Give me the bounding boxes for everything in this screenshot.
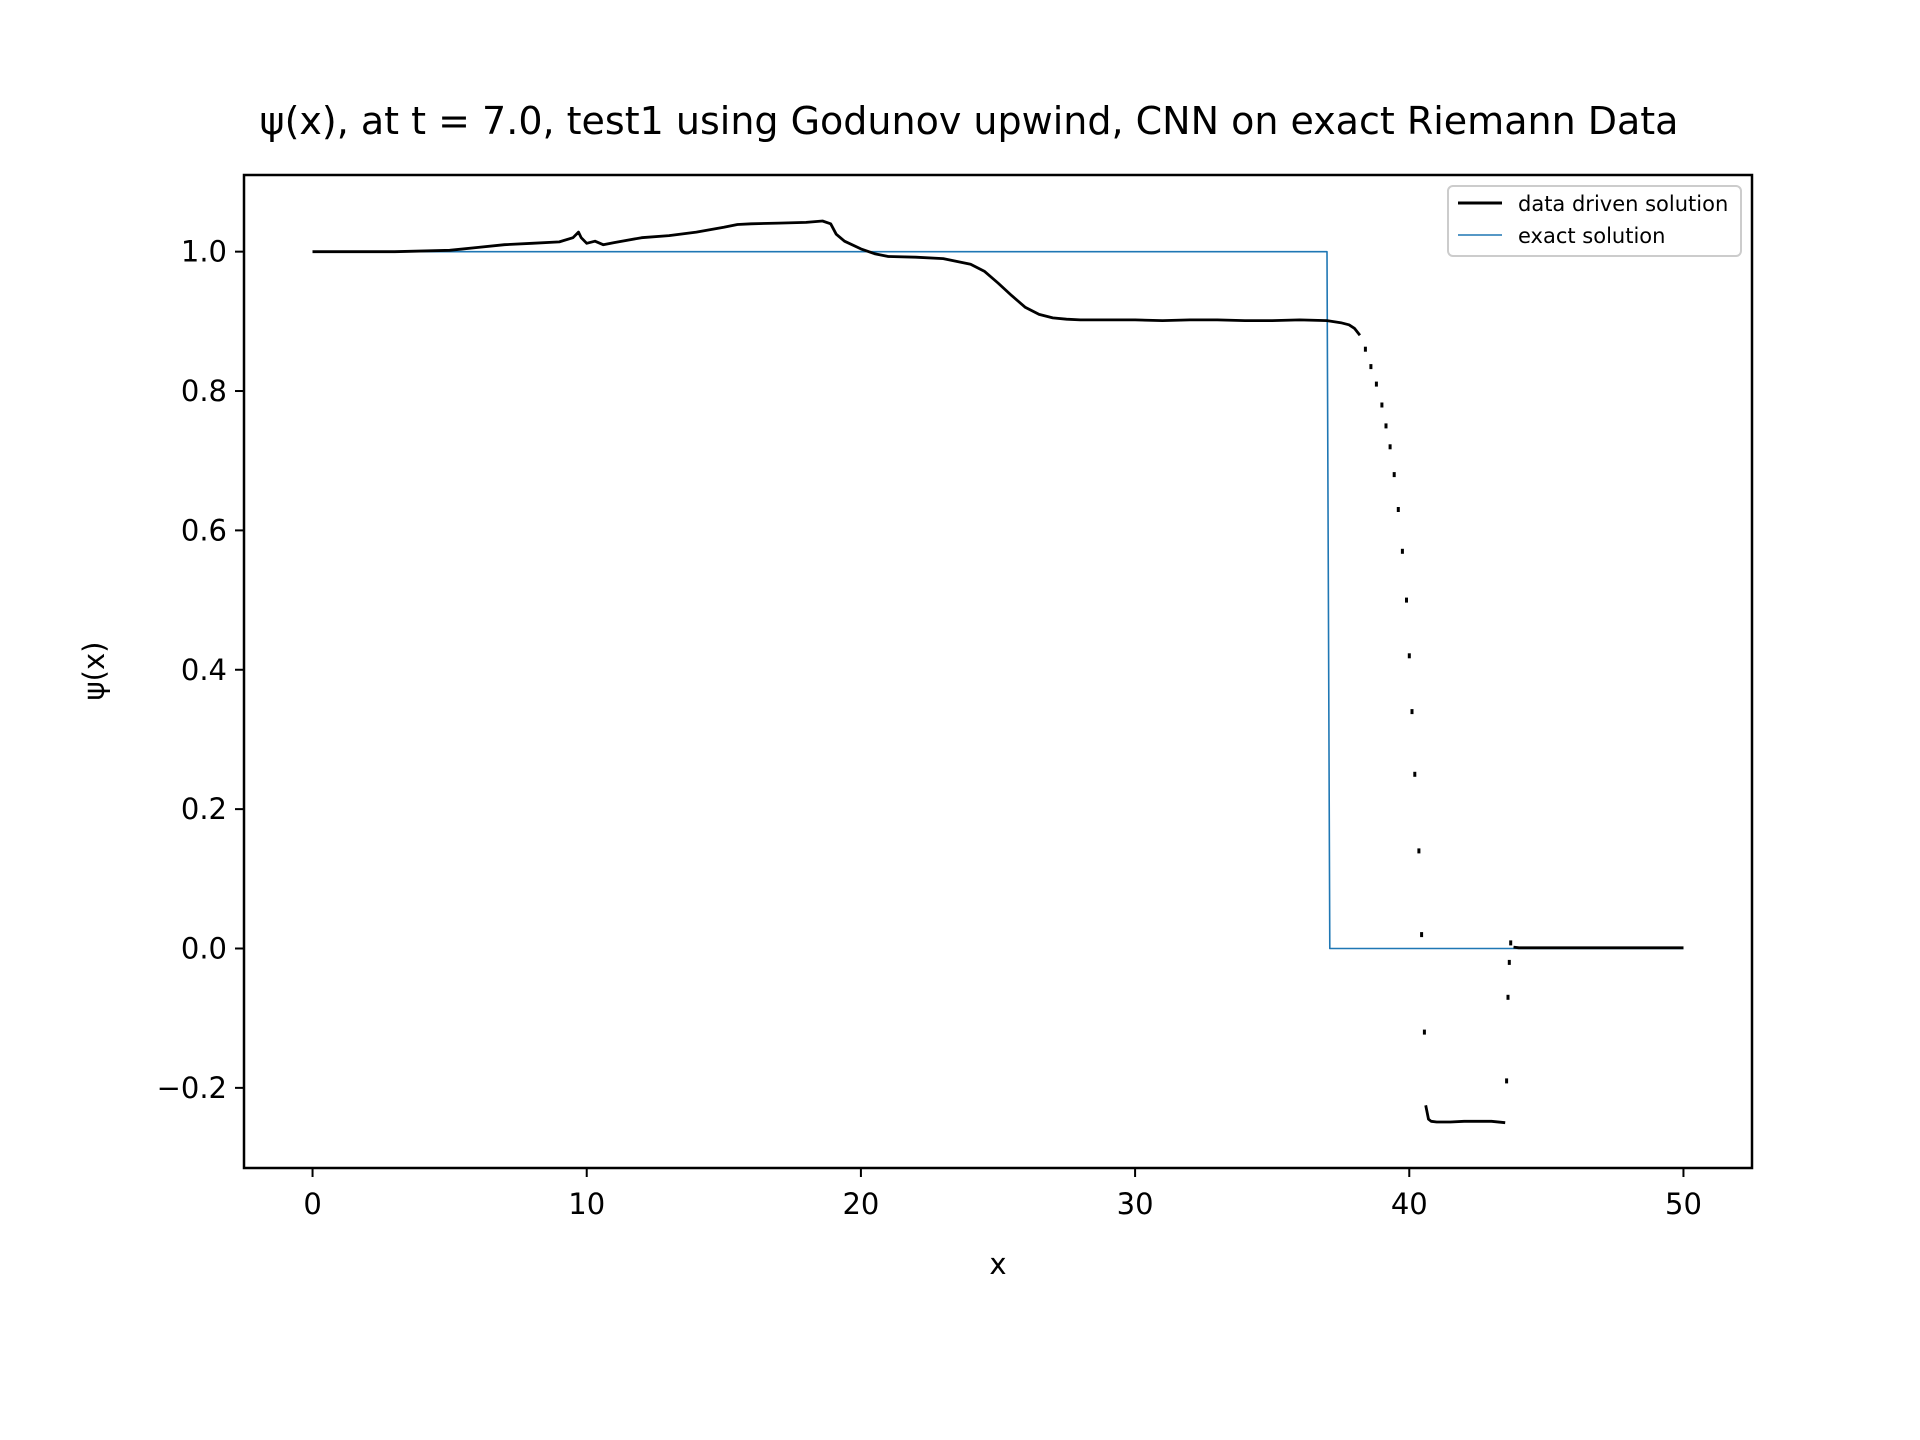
series-1-point [1422, 1029, 1426, 1035]
y-tick-label: 0.2 [181, 792, 227, 826]
series-3-point [1507, 959, 1511, 965]
x-tick-label: 40 [1391, 1187, 1428, 1221]
series-0 [312, 219, 1362, 337]
y-axis-ticks: −0.2 0.0 0.2 0.4 0.6 0.8 1.0 [157, 235, 244, 1105]
series-3-point [1506, 994, 1510, 1000]
series-1-point [1407, 653, 1411, 659]
series-5 [312, 250, 1684, 950]
y-tick-label: 0.8 [181, 374, 227, 408]
series-3-point [1509, 940, 1513, 946]
series-1-point [1410, 709, 1414, 715]
series-4 [1513, 945, 1684, 950]
series-1-point [1384, 423, 1388, 429]
series-1-point [1392, 472, 1396, 478]
plot-marks [312, 219, 1684, 1125]
series-1-point [1369, 364, 1373, 370]
x-axis-label: x [989, 1247, 1006, 1281]
series-1-point [1396, 507, 1400, 512]
x-tick-label: 10 [568, 1187, 605, 1221]
y-tick-label: 0.6 [181, 513, 227, 547]
y-tick-label: 0.4 [181, 653, 227, 687]
legend-label-exact: exact solution [1518, 224, 1665, 248]
series-2-line [1424, 1105, 1506, 1125]
series-1-point [1420, 932, 1424, 938]
legend-box [1447, 185, 1742, 257]
series-1-point [1388, 444, 1392, 450]
series-1-point [1400, 548, 1404, 554]
plot-frame [242, 173, 1754, 1170]
x-tick-label: 30 [1117, 1187, 1154, 1221]
series-2 [1424, 1105, 1506, 1125]
y-axis-label: ψ(x) [77, 642, 111, 701]
series-3-point [1505, 1078, 1509, 1084]
series-1-point [1363, 346, 1367, 352]
chart-title: ψ(x), at t = 7.0, test1 using Godunov up… [260, 99, 1679, 143]
x-tick-label: 50 [1665, 1187, 1702, 1221]
series-1-point [1413, 771, 1417, 777]
series-5-line [312, 250, 1684, 950]
legend: data driven solution exact solution [1447, 185, 1742, 257]
series-1 [1363, 346, 1426, 1035]
series-1-point [1380, 402, 1384, 408]
y-tick-label: 1.0 [181, 235, 227, 269]
x-tick-label: 0 [303, 1187, 321, 1221]
x-axis-ticks: 0 10 20 30 40 50 [303, 1168, 1702, 1221]
x-tick-label: 20 [842, 1187, 879, 1221]
y-tick-label: 0.0 [181, 931, 227, 965]
series-0-line [312, 219, 1362, 337]
series-1-point [1417, 848, 1421, 854]
y-tick-label: −0.2 [157, 1071, 227, 1105]
legend-label-data-driven: data driven solution [1518, 192, 1728, 216]
series-1-point [1374, 381, 1378, 387]
series-1-point [1405, 597, 1408, 603]
series-3 [1505, 940, 1513, 1084]
series-4-line [1513, 945, 1684, 950]
